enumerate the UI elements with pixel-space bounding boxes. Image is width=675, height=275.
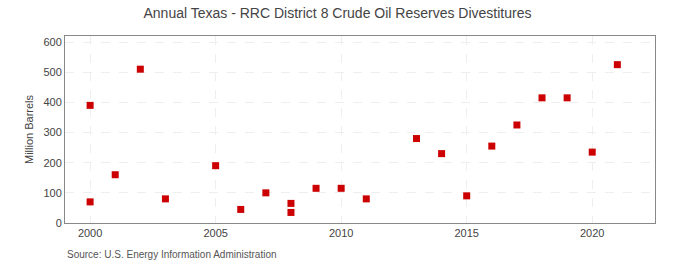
svg-text:400: 400 — [43, 96, 61, 108]
svg-text:2015: 2015 — [454, 227, 478, 239]
svg-text:Source: U.S. Energy Informatio: Source: U.S. Energy Information Administ… — [67, 249, 277, 260]
svg-text:200: 200 — [43, 157, 61, 169]
svg-text:Million Barrels: Million Barrels — [23, 94, 35, 164]
svg-text:500: 500 — [43, 66, 61, 78]
svg-text:300: 300 — [43, 126, 61, 138]
svg-text:2010: 2010 — [329, 227, 353, 239]
svg-text:Annual Texas - RRC District 8: Annual Texas - RRC District 8 Crude Oil … — [144, 5, 532, 21]
svg-text:2000: 2000 — [78, 227, 102, 239]
svg-text:100: 100 — [43, 187, 61, 199]
svg-text:2020: 2020 — [580, 227, 604, 239]
svg-text:2005: 2005 — [203, 227, 227, 239]
svg-text:600: 600 — [43, 36, 61, 48]
svg-text:0: 0 — [56, 217, 62, 229]
